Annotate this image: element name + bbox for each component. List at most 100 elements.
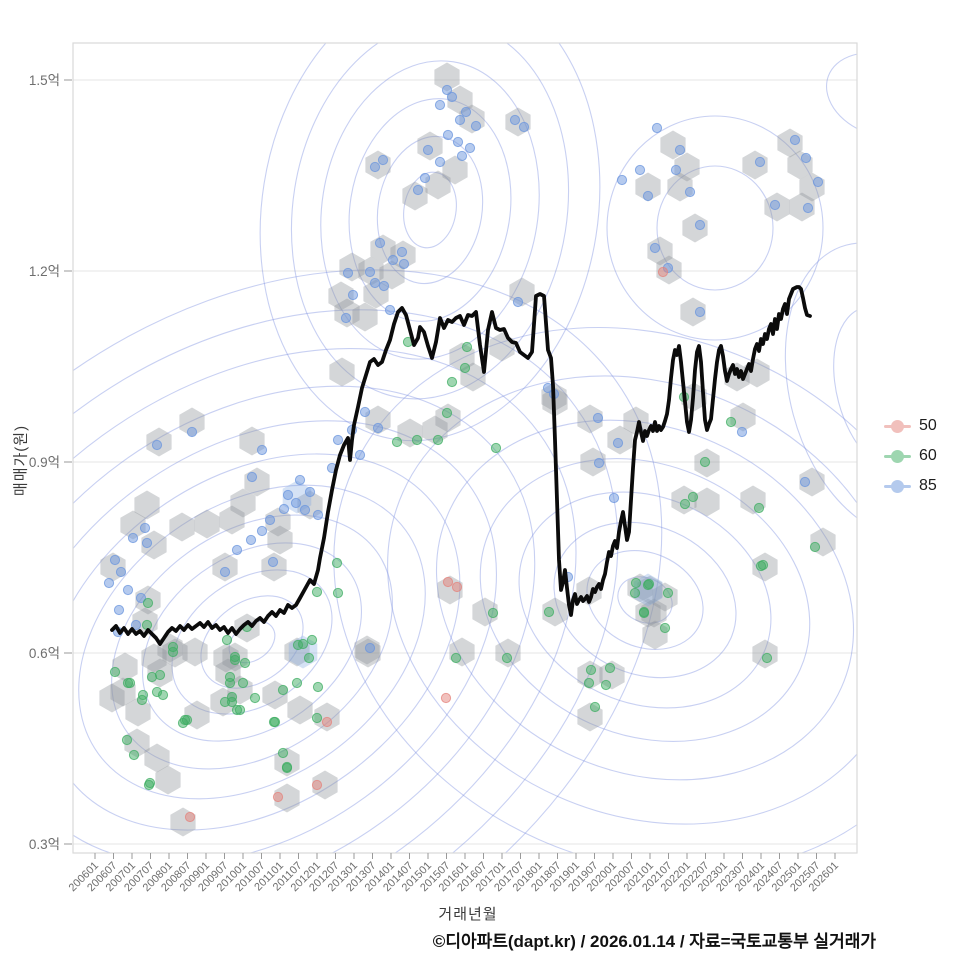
data-point-60[interactable] <box>391 436 403 448</box>
data-point-85[interactable] <box>789 134 801 146</box>
data-point-60[interactable] <box>629 587 641 599</box>
data-point-85[interactable] <box>812 176 824 188</box>
data-point-85[interactable] <box>122 584 134 596</box>
data-point-85[interactable] <box>141 537 153 549</box>
data-point-85[interactable] <box>135 592 147 604</box>
data-point-50[interactable] <box>184 811 196 823</box>
data-point-60[interactable] <box>269 716 281 728</box>
data-point-60[interactable] <box>146 671 158 683</box>
data-point-60[interactable] <box>446 376 458 388</box>
data-point-85[interactable] <box>518 121 530 133</box>
data-point-85[interactable] <box>754 156 766 168</box>
data-point-50[interactable] <box>440 692 452 704</box>
data-point-60[interactable] <box>249 692 261 704</box>
data-point-85[interactable] <box>109 554 121 566</box>
data-point-85[interactable] <box>113 604 125 616</box>
legend-item-50[interactable]: 50 <box>884 411 937 441</box>
data-point-85[interactable] <box>369 277 381 289</box>
data-point-85[interactable] <box>802 202 814 214</box>
data-point-85[interactable] <box>387 254 399 266</box>
data-point-85[interactable] <box>454 114 466 126</box>
legend-item-85[interactable]: 85 <box>884 471 937 501</box>
data-point-85[interactable] <box>670 164 682 176</box>
data-point-60[interactable] <box>311 586 323 598</box>
data-point-60[interactable] <box>809 541 821 553</box>
data-point-85[interactable] <box>799 476 811 488</box>
data-point-85[interactable] <box>219 566 231 578</box>
data-point-60[interactable] <box>141 619 153 631</box>
data-point-60[interactable] <box>659 622 671 634</box>
data-point-85[interactable] <box>378 280 390 292</box>
data-point-85[interactable] <box>256 444 268 456</box>
data-point-85[interactable] <box>464 142 476 154</box>
data-point-85[interactable] <box>736 426 748 438</box>
data-point-85[interactable] <box>396 246 408 258</box>
data-point-85[interactable] <box>304 486 316 498</box>
data-point-60[interactable] <box>281 761 293 773</box>
data-point-85[interactable] <box>593 457 605 469</box>
data-point-60[interactable] <box>753 502 765 514</box>
data-point-85[interactable] <box>592 412 604 424</box>
data-point-60[interactable] <box>699 456 711 468</box>
data-point-85[interactable] <box>130 619 142 631</box>
data-point-85[interactable] <box>340 312 352 324</box>
data-point-60[interactable] <box>226 691 238 703</box>
data-point-85[interactable] <box>446 91 458 103</box>
data-point-60[interactable] <box>585 664 597 676</box>
data-point-85[interactable] <box>769 199 781 211</box>
data-point-85[interactable] <box>294 474 306 486</box>
data-point-60[interactable] <box>583 677 595 689</box>
data-point-60[interactable] <box>311 712 323 724</box>
data-point-85[interactable] <box>452 136 464 148</box>
data-point-60[interactable] <box>136 694 148 706</box>
data-point-60[interactable] <box>461 341 473 353</box>
data-point-60[interactable] <box>411 434 423 446</box>
data-point-85[interactable] <box>442 129 454 141</box>
data-point-60[interactable] <box>450 652 462 664</box>
data-point-85[interactable] <box>422 144 434 156</box>
data-point-60[interactable] <box>312 681 324 693</box>
data-point-85[interactable] <box>412 184 424 196</box>
data-point-60[interactable] <box>277 747 289 759</box>
data-point-60[interactable] <box>543 606 555 618</box>
data-point-60[interactable] <box>332 587 344 599</box>
data-point-60[interactable] <box>291 677 303 689</box>
data-point-60[interactable] <box>237 677 249 689</box>
data-point-60[interactable] <box>490 442 502 454</box>
data-point-60[interactable] <box>432 434 444 446</box>
data-point-60[interactable] <box>121 734 133 746</box>
data-point-85[interactable] <box>278 503 290 515</box>
data-point-85[interactable] <box>612 437 624 449</box>
data-point-85[interactable] <box>299 504 311 516</box>
data-point-85[interactable] <box>245 534 257 546</box>
data-point-85[interactable] <box>434 156 446 168</box>
data-point-85[interactable] <box>372 422 384 434</box>
data-point-85[interactable] <box>642 190 654 202</box>
data-point-60[interactable] <box>229 651 241 663</box>
data-point-85[interactable] <box>115 566 127 578</box>
data-point-85[interactable] <box>290 497 302 509</box>
data-point-85[interactable] <box>419 172 431 184</box>
data-point-60[interactable] <box>687 491 699 503</box>
data-point-60[interactable] <box>441 407 453 419</box>
data-point-85[interactable] <box>359 406 371 418</box>
data-point-50[interactable] <box>442 576 454 588</box>
data-point-85[interactable] <box>374 237 386 249</box>
data-point-60[interactable] <box>306 634 318 646</box>
data-point-85[interactable] <box>282 489 294 501</box>
data-point-85[interactable] <box>312 509 324 521</box>
data-point-85[interactable] <box>684 186 696 198</box>
data-point-85[interactable] <box>674 144 686 156</box>
data-point-60[interactable] <box>122 677 134 689</box>
data-point-60[interactable] <box>234 704 246 716</box>
data-point-85[interactable] <box>509 114 521 126</box>
legend-item-60[interactable]: 60 <box>884 441 937 471</box>
data-point-50[interactable] <box>321 716 333 728</box>
data-point-60[interactable] <box>638 607 650 619</box>
data-point-85[interactable] <box>616 174 628 186</box>
data-point-60[interactable] <box>144 777 156 789</box>
data-point-60[interactable] <box>239 657 251 669</box>
data-point-60[interactable] <box>331 557 343 569</box>
data-point-60[interactable] <box>303 652 315 664</box>
data-point-85[interactable] <box>651 122 663 134</box>
